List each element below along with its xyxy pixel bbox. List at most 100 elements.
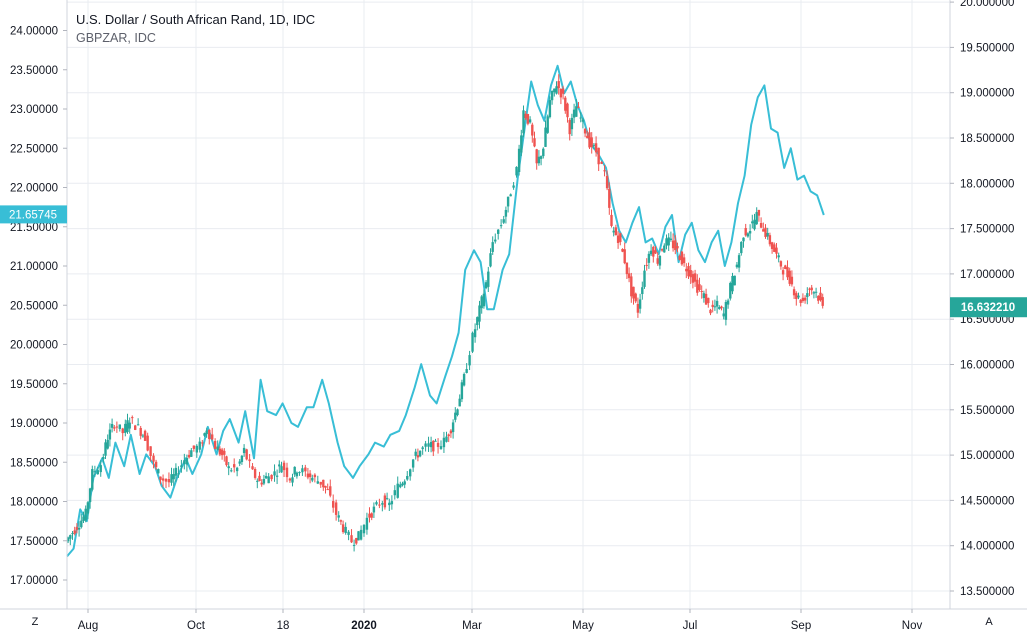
candle-body — [164, 478, 168, 482]
candle-body — [600, 161, 603, 164]
candle-body — [572, 109, 576, 118]
candle-body — [84, 508, 87, 521]
x-tick-label: Aug — [78, 620, 98, 632]
legend-main-symbol[interactable]: U.S. Dollar / South African Rand, 1D, ID… — [76, 12, 316, 27]
right-axis-autoscale-button[interactable]: A — [979, 612, 999, 632]
candle-body — [436, 442, 440, 447]
candle-body — [238, 461, 241, 464]
candle-body — [170, 474, 173, 483]
candle-body — [751, 221, 754, 224]
candle-body — [301, 468, 304, 473]
candle-body — [773, 244, 776, 252]
candle-body — [385, 498, 389, 500]
candle-body — [106, 439, 109, 449]
candle-body — [533, 138, 536, 147]
left-tick-label: 22.00000 — [10, 183, 58, 195]
candle-body — [616, 235, 620, 243]
candle-body — [220, 449, 224, 456]
candle-body — [406, 476, 409, 480]
left-axis-autoscale-button[interactable]: Z — [25, 612, 45, 632]
candle-body — [612, 230, 615, 233]
candle-body — [801, 297, 805, 302]
candle-body — [91, 469, 94, 490]
candle-body — [334, 502, 338, 515]
candle-body — [454, 412, 457, 420]
right-tick-label: 18.000000 — [960, 178, 1014, 190]
right-last-price-label: 16.632210 — [961, 302, 1015, 314]
candle-body — [278, 464, 281, 467]
x-tick-label: Nov — [902, 620, 923, 632]
candle-body — [458, 398, 461, 407]
candle-body — [401, 483, 404, 486]
candle-body — [439, 446, 443, 449]
candle-body — [424, 443, 427, 447]
legend-compare-symbol[interactable]: GBPZAR, IDC — [76, 31, 156, 45]
candle-body — [471, 332, 474, 352]
candle-body — [713, 306, 717, 308]
right-tick-label: 13.500000 — [960, 586, 1014, 598]
candle-body — [270, 474, 273, 480]
candle-body — [579, 117, 582, 119]
candle-body — [339, 520, 343, 522]
candle-body — [568, 120, 571, 135]
candle-body — [251, 466, 254, 470]
right-price-axis[interactable]: 13.500000 14.000000 14.500000 15.000000 15.5… — [950, 0, 1014, 598]
left-price-axis[interactable]: 17.00000 17.50000 18.00000 18.50000 19.00000… — [10, 26, 67, 588]
candle-body — [267, 476, 270, 484]
candle-body — [93, 471, 97, 473]
left-tick-label: 19.50000 — [10, 379, 58, 391]
candle-body — [154, 461, 158, 468]
candle-body — [784, 265, 787, 270]
candle-body — [118, 424, 121, 429]
candle-body — [740, 241, 743, 254]
candle-body — [590, 137, 593, 147]
candle-body — [667, 237, 670, 246]
candle-body — [781, 270, 785, 275]
candle-body — [187, 454, 191, 458]
candle-body — [799, 299, 802, 303]
candle-body — [494, 239, 497, 242]
candle-body — [357, 531, 360, 541]
candle-body — [375, 502, 378, 505]
candle-body — [128, 422, 131, 429]
candle-body — [442, 437, 446, 448]
candle-body — [298, 472, 301, 474]
candle-body — [704, 293, 708, 305]
candle-body — [102, 457, 105, 460]
candle-body — [190, 450, 193, 457]
candle-body — [566, 103, 569, 118]
candle-body — [548, 100, 552, 118]
candle-body — [517, 148, 521, 172]
candle-body — [372, 506, 376, 513]
candle-body — [649, 250, 653, 255]
candle-body — [487, 271, 490, 287]
candle-body — [614, 227, 618, 236]
candle-body — [326, 489, 329, 491]
last-price-badges: 21.65745 16.632210 — [0, 205, 1027, 318]
candle-body — [80, 520, 83, 528]
candle-body — [669, 238, 673, 240]
candle-body — [671, 240, 675, 249]
candle-body — [86, 502, 90, 514]
candle-body — [795, 293, 798, 300]
candle-body — [403, 481, 406, 485]
left-tick-label: 18.00000 — [10, 497, 58, 509]
candle-body — [414, 451, 417, 456]
candle-body — [608, 189, 611, 208]
candle-body — [755, 212, 758, 225]
candle-body — [764, 227, 767, 237]
candle-body — [205, 430, 208, 435]
candle-body — [733, 275, 736, 286]
candle-body — [632, 286, 635, 299]
candle-body — [198, 441, 201, 450]
candle-body — [121, 428, 124, 434]
candle-body — [762, 229, 765, 232]
candle-body — [819, 292, 822, 301]
candle-body — [808, 288, 811, 290]
candle-body — [113, 427, 116, 429]
time-axis[interactable]: Aug Oct 18 2020 Mar May Jul Sep Nov — [78, 609, 923, 632]
candle-body — [678, 255, 681, 261]
x-tick-label: May — [572, 620, 594, 632]
candle-body — [502, 219, 505, 223]
